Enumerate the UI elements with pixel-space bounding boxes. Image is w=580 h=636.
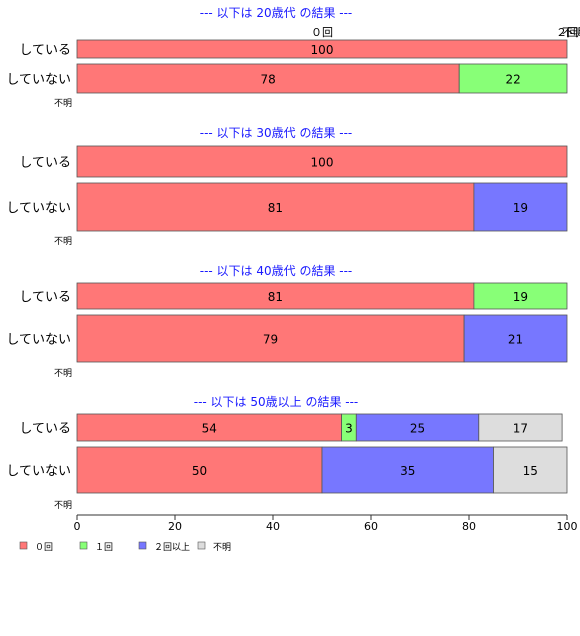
data-label: 50 — [192, 464, 207, 478]
x-tick-label: 0 — [74, 520, 81, 533]
data-label: 79 — [263, 333, 278, 347]
bar-segment — [473, 182, 568, 232]
data-label: 78 — [260, 73, 275, 87]
group-title: --- 以下は 40歳代 の結果 --- — [200, 264, 353, 278]
unknown-row-label: 不明 — [54, 236, 72, 247]
group-title: --- 以下は 20歳代 の結果 --- — [200, 6, 353, 20]
bar-segment — [355, 413, 480, 442]
x-tick-label: 40 — [266, 520, 280, 533]
data-label: 19 — [513, 201, 528, 215]
data-label: 100 — [311, 156, 334, 170]
bar-segment — [463, 314, 568, 363]
x-tick-label: 100 — [557, 520, 578, 533]
row-label: していない — [6, 73, 71, 88]
bar-segment — [76, 446, 323, 494]
data-label: 35 — [400, 464, 415, 478]
row-label: していない — [6, 333, 71, 348]
bar-segment — [76, 282, 475, 310]
row-label: している — [19, 156, 71, 171]
bar-segment — [76, 182, 475, 232]
top-label-zero: ０回 — [311, 26, 333, 39]
bar-segment — [473, 282, 568, 310]
bar-segment — [493, 446, 568, 494]
legend-swatch — [197, 541, 206, 550]
data-label: 81 — [268, 290, 283, 304]
data-label: 15 — [523, 464, 538, 478]
unknown-row-label: 不明 — [54, 98, 72, 109]
data-label: 25 — [410, 422, 425, 436]
row-label: している — [19, 290, 71, 305]
bar-segment — [76, 145, 568, 178]
legend-label: １回 — [95, 542, 113, 553]
bar-segment — [76, 63, 460, 94]
x-tick-label: 80 — [462, 520, 476, 533]
bar-segment — [321, 446, 494, 494]
legend-swatch — [138, 541, 147, 550]
data-label: 100 — [311, 43, 334, 57]
data-label: 81 — [268, 201, 283, 215]
data-label: 19 — [513, 290, 528, 304]
unknown-row-label: 不明 — [54, 500, 72, 511]
bar-segment — [458, 63, 568, 94]
data-label: 17 — [513, 422, 528, 436]
row-label: していない — [6, 464, 71, 479]
legend-swatch — [19, 541, 28, 550]
top-label-two-plus: ２回以上 — [556, 26, 580, 39]
row-label: していない — [6, 201, 71, 216]
bar-segment — [76, 39, 568, 59]
data-label: 21 — [508, 333, 523, 347]
legend-label: ２回以上 — [154, 542, 190, 553]
x-tick-label: 20 — [168, 520, 182, 533]
bar-segment — [76, 413, 343, 442]
data-label: 3 — [345, 422, 353, 436]
x-tick-label: 60 — [364, 520, 378, 533]
legend-label: ０回 — [35, 542, 53, 553]
legend-label: 不明 — [213, 542, 231, 553]
row-label: している — [19, 43, 71, 58]
data-label: 22 — [505, 73, 520, 87]
bar-segment — [478, 413, 563, 442]
row-label: している — [19, 422, 71, 437]
top-label-unknown: 不明 — [562, 26, 580, 39]
group-title: --- 以下は 30歳代 の結果 --- — [200, 126, 353, 140]
data-label: 54 — [202, 422, 217, 436]
group-title: --- 以下は 50歳以上 の結果 --- — [194, 395, 359, 409]
unknown-row-label: 不明 — [54, 368, 72, 379]
legend-swatch — [79, 541, 88, 550]
bar-segment — [76, 314, 465, 363]
